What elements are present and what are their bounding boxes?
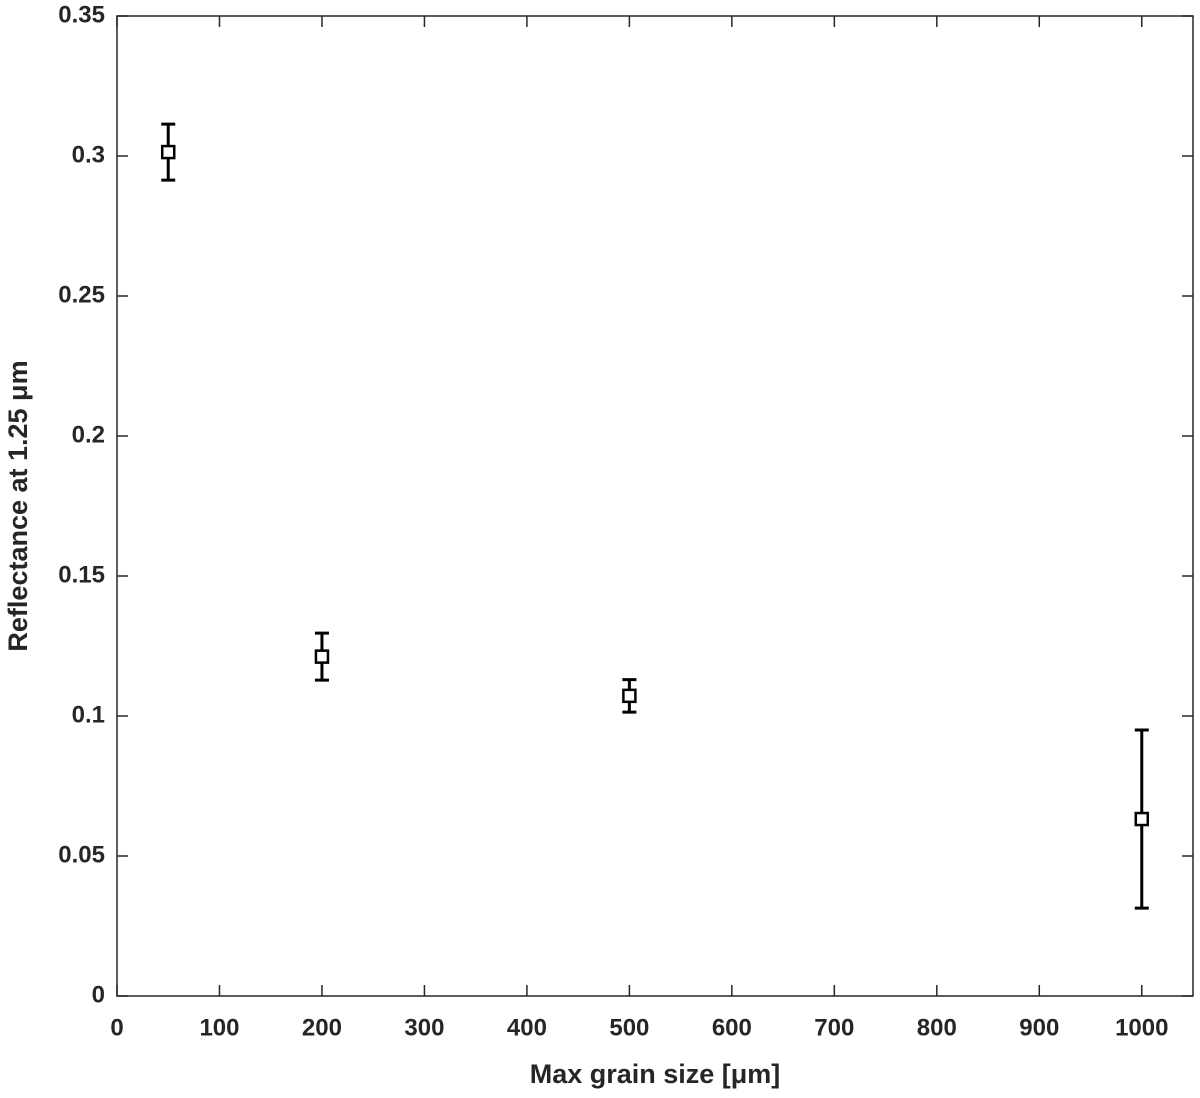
y-tick-label: 0.05	[58, 841, 105, 868]
x-tick-label: 600	[712, 1014, 752, 1041]
marker	[622, 688, 637, 704]
marker	[314, 649, 330, 664]
y-tick-label: 0.35	[58, 1, 105, 28]
y-tick-label: 0.3	[72, 141, 105, 168]
x-tick-label: 500	[609, 1014, 649, 1041]
x-tick-label: 700	[814, 1014, 854, 1041]
x-tick-label: 300	[404, 1014, 444, 1041]
x-tick-label: 400	[507, 1014, 547, 1041]
x-axis-label: Max grain size [μm]	[530, 1059, 781, 1089]
x-tick-label: 900	[1019, 1014, 1059, 1041]
x-tick-label: 0	[110, 1014, 123, 1041]
x-tick-label: 100	[199, 1014, 239, 1041]
marker	[160, 144, 176, 160]
x-tick-label: 800	[917, 1014, 957, 1041]
x-tick-label: 1000	[1115, 1014, 1168, 1041]
y-tick-label: 0.25	[58, 281, 105, 308]
y-tick-label: 0.2	[72, 421, 105, 448]
y-axis-label: Reflectance at 1.25 μm	[3, 360, 33, 651]
y-tick-label: 0.1	[72, 701, 105, 728]
plot-frame	[116, 15, 1194, 997]
x-tick-label: 200	[302, 1014, 342, 1041]
y-tick-label: 0.15	[58, 561, 105, 588]
y-tick-label: 0	[92, 981, 105, 1008]
marker	[1134, 811, 1150, 827]
